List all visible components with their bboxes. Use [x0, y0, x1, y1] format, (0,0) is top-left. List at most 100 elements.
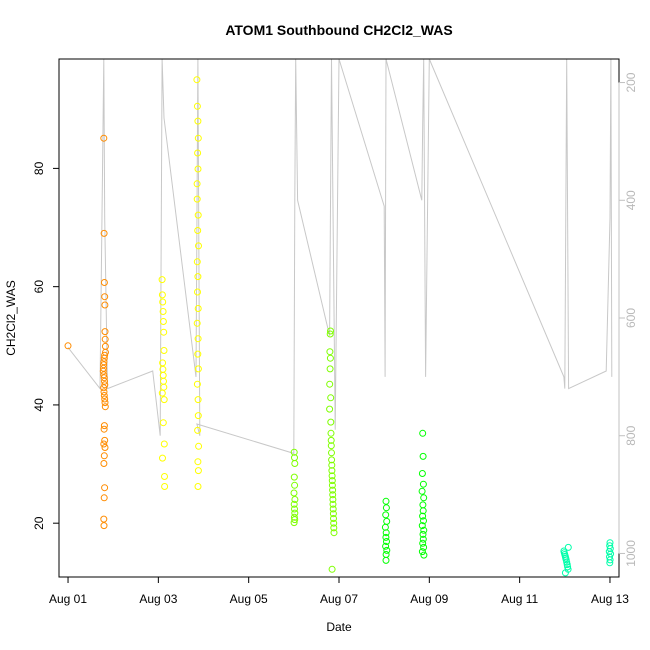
secondary-y-tick-label: 600 [624, 308, 638, 328]
data-point-series-3 [290, 519, 298, 527]
data-point-series-3 [327, 327, 334, 335]
data-point-series-2 [193, 180, 201, 188]
data-point-series-3 [291, 509, 299, 517]
data-point-series-4 [419, 452, 427, 460]
data-point-series-2 [194, 273, 202, 281]
secondary-y-axis: 200 400 600 800 1000 [618, 72, 638, 567]
data-point-series-1 [101, 293, 109, 301]
data-point-series-4 [383, 517, 391, 525]
data-point-series-3 [327, 436, 335, 444]
data-point-series-2 [194, 227, 202, 234]
data-point-series-1 [99, 367, 107, 375]
data-point-series-1 [100, 229, 108, 237]
data-point-series-2 [195, 242, 202, 250]
data-point-series-1 [101, 351, 109, 359]
data-point-series-4 [419, 535, 427, 543]
data-point-series-3 [290, 513, 298, 521]
data-point-series-1 [100, 279, 108, 286]
data-point-series-1 [100, 134, 108, 142]
data-point-series-1 [100, 361, 108, 369]
data-point-series-4 [419, 501, 427, 509]
data-point-series-4 [382, 511, 390, 519]
data-point-series-4 [419, 512, 427, 520]
data-point-series-3 [328, 477, 336, 485]
data-point-series-1 [100, 452, 108, 460]
data-point-series-4 [419, 480, 427, 488]
y-tick-label: 60 [32, 280, 46, 294]
data-point-series-1 [101, 399, 109, 407]
data-point-series-3 [328, 456, 336, 464]
data-point-series-5 [606, 559, 614, 567]
data-point-series-1 [101, 381, 109, 389]
data-point-series-1 [101, 335, 109, 343]
data-point-series-1 [64, 342, 72, 350]
data-point-series-1 [101, 301, 109, 309]
data-point-series-3 [328, 467, 336, 475]
data-point-series-1 [100, 374, 108, 382]
secondary-series-layer [67, 58, 613, 455]
data-point-series-3 [326, 405, 334, 413]
data-point-series-3 [330, 529, 338, 537]
data-point-series-2 [160, 383, 168, 391]
data-point-series-3 [330, 515, 337, 522]
data-point-series-1 [100, 364, 107, 372]
data-point-series-3 [291, 516, 299, 524]
data-point-series-4 [419, 539, 427, 547]
data-point-series-3 [290, 500, 298, 508]
data-point-series-2 [193, 258, 201, 266]
data-point-series-3 [327, 429, 335, 437]
data-point-series-2 [160, 440, 168, 448]
data-point-series-3 [327, 442, 335, 450]
data-point-series-1 [101, 377, 108, 385]
data-point-series-5 [606, 545, 614, 553]
chart-title: ATOM1 Southbound CH2Cl2_WAS [225, 22, 452, 38]
data-point-series-2 [160, 347, 168, 354]
x-tick-label: Aug 03 [139, 592, 177, 606]
data-point-series-4 [418, 548, 426, 556]
data-point-series-4 [382, 533, 390, 541]
data-point-series-2 [194, 149, 202, 157]
data-point-series-1 [101, 403, 109, 411]
data-point-series-1 [100, 371, 108, 379]
data-point-series-1 [100, 422, 108, 430]
data-point-series-3 [328, 472, 336, 480]
secondary-series-line [67, 58, 613, 455]
data-point-series-4 [383, 538, 390, 545]
data-point-series-1 [100, 388, 108, 396]
data-point-series-2 [161, 483, 169, 490]
secondary-y-tick-label: 1000 [624, 540, 638, 567]
x-axis: Aug 01 Aug 03 Aug 05 Aug 07 Aug 09 Aug 11 Aug … [49, 576, 629, 606]
data-point-series-5 [606, 556, 614, 564]
data-point-series-4 [382, 497, 390, 505]
data-point-series-2 [194, 412, 202, 420]
data-point-series-3 [291, 460, 299, 467]
data-point-series-2 [194, 483, 202, 490]
data-point-series-2 [159, 359, 167, 367]
data-point-series-2 [159, 318, 167, 325]
data-point-series-1 [100, 515, 108, 523]
data-point-series-3 [291, 481, 299, 489]
data-point-series-4 [418, 522, 426, 530]
data-point-series-1 [101, 395, 109, 403]
data-point-series-3 [291, 505, 298, 513]
x-tick-label: Aug 13 [591, 592, 629, 606]
data-point-series-2 [193, 76, 201, 84]
data-point-series-4 [381, 523, 389, 531]
data-point-series-2 [194, 305, 202, 312]
data-point-series-2 [158, 276, 166, 284]
data-point-series-2 [159, 419, 167, 427]
data-point-series-4 [420, 526, 428, 534]
data-point-series-2 [194, 458, 202, 466]
y-tick-label: 80 [32, 161, 46, 175]
data-point-series-3 [329, 510, 337, 518]
data-point-series-2 [159, 298, 167, 306]
data-point-series-4 [418, 487, 426, 495]
data-point-series-1 [100, 392, 108, 399]
data-point-series-1 [100, 354, 108, 362]
data-point-series-1 [101, 436, 109, 444]
data-point-series-2 [193, 195, 201, 203]
data-point-series-1 [101, 484, 109, 492]
data-point-series-2 [160, 328, 168, 336]
data-point-series-1 [101, 444, 109, 451]
